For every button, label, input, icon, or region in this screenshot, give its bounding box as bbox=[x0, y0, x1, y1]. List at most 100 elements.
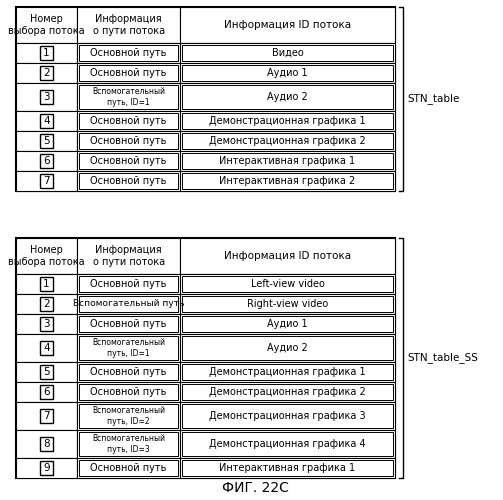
Bar bbox=[182, 432, 393, 456]
Bar bbox=[40, 277, 53, 291]
Text: Основной путь: Основной путь bbox=[91, 156, 167, 166]
Text: Номер
выбора потока: Номер выбора потока bbox=[8, 245, 85, 267]
Text: 4: 4 bbox=[43, 116, 50, 126]
Bar bbox=[180, 131, 395, 151]
Bar bbox=[79, 173, 178, 189]
Bar bbox=[40, 134, 53, 148]
Bar bbox=[16, 43, 77, 63]
Text: Аудио 1: Аудио 1 bbox=[267, 319, 308, 329]
Bar bbox=[16, 7, 77, 43]
Bar bbox=[16, 151, 77, 171]
Text: Демонстрационная графика 4: Демонстрационная графика 4 bbox=[209, 439, 366, 449]
Text: Основной путь: Основной путь bbox=[91, 116, 167, 126]
Bar bbox=[182, 45, 393, 61]
Bar bbox=[77, 171, 180, 191]
Bar bbox=[79, 276, 178, 292]
Bar bbox=[40, 385, 53, 399]
Bar bbox=[79, 364, 178, 380]
Text: 2: 2 bbox=[43, 68, 50, 78]
Bar bbox=[16, 274, 77, 294]
Text: Основной путь: Основной путь bbox=[91, 136, 167, 146]
Bar bbox=[180, 171, 395, 191]
Bar bbox=[79, 65, 178, 81]
Bar bbox=[182, 296, 393, 312]
Text: STN_table_SS: STN_table_SS bbox=[407, 352, 478, 364]
Bar bbox=[16, 314, 77, 334]
Text: Демонстрационная графика 1: Демонстрационная графика 1 bbox=[209, 367, 366, 377]
Bar bbox=[79, 336, 178, 360]
Text: 8: 8 bbox=[43, 439, 50, 449]
Bar bbox=[180, 43, 395, 63]
Text: Информация
о пути потока: Информация о пути потока bbox=[93, 245, 164, 267]
Bar bbox=[180, 430, 395, 458]
Bar bbox=[40, 317, 53, 331]
Text: Интерактивная графика 1: Интерактивная графика 1 bbox=[219, 156, 356, 166]
Bar bbox=[40, 66, 53, 80]
Text: 7: 7 bbox=[43, 411, 50, 421]
Text: Информация ID потока: Информация ID потока bbox=[224, 20, 351, 30]
Bar bbox=[77, 314, 180, 334]
Bar bbox=[79, 316, 178, 332]
Bar bbox=[16, 238, 77, 274]
Text: Вспомогательный путь: Вспомогательный путь bbox=[73, 300, 185, 308]
Bar bbox=[182, 364, 393, 380]
Bar bbox=[16, 334, 77, 362]
Text: Демонстрационная графика 2: Демонстрационная графика 2 bbox=[209, 387, 366, 397]
Text: 4: 4 bbox=[43, 343, 50, 353]
Bar bbox=[79, 113, 178, 129]
Text: Вспомогательный
путь, ID=2: Вспомогательный путь, ID=2 bbox=[92, 406, 165, 426]
Text: Right-view video: Right-view video bbox=[247, 299, 328, 309]
Bar bbox=[180, 111, 395, 131]
Bar bbox=[77, 382, 180, 402]
Bar bbox=[77, 334, 180, 362]
Bar bbox=[180, 7, 395, 43]
Text: 5: 5 bbox=[43, 136, 50, 146]
Text: ФИГ. 22C: ФИГ. 22C bbox=[222, 481, 289, 495]
Bar bbox=[16, 63, 77, 83]
Bar bbox=[40, 341, 53, 355]
Bar bbox=[16, 171, 77, 191]
Bar bbox=[16, 238, 395, 478]
Text: Информация ID потока: Информация ID потока bbox=[224, 251, 351, 261]
Bar bbox=[77, 274, 180, 294]
Bar bbox=[180, 83, 395, 111]
Bar bbox=[40, 365, 53, 379]
Bar bbox=[40, 46, 53, 60]
Text: Вспомогательный
путь, ID=1: Вспомогательный путь, ID=1 bbox=[92, 338, 165, 357]
Text: Основной путь: Основной путь bbox=[91, 48, 167, 58]
Bar bbox=[180, 151, 395, 171]
Text: 6: 6 bbox=[43, 156, 50, 166]
Text: Аудио 1: Аудио 1 bbox=[267, 68, 308, 78]
Bar bbox=[79, 384, 178, 400]
Text: Номер
выбора потока: Номер выбора потока bbox=[8, 14, 85, 36]
Bar bbox=[40, 154, 53, 168]
Bar bbox=[79, 85, 178, 109]
Bar bbox=[182, 65, 393, 81]
Text: Видео: Видео bbox=[272, 48, 303, 58]
Text: Основной путь: Основной путь bbox=[91, 176, 167, 186]
Bar bbox=[79, 153, 178, 169]
Bar bbox=[79, 45, 178, 61]
Bar bbox=[182, 113, 393, 129]
Text: Основной путь: Основной путь bbox=[91, 463, 167, 473]
Bar bbox=[182, 384, 393, 400]
Bar bbox=[77, 238, 180, 274]
Text: Left-view video: Left-view video bbox=[250, 279, 324, 289]
Text: 2: 2 bbox=[43, 299, 50, 309]
Bar bbox=[16, 430, 77, 458]
Bar bbox=[182, 173, 393, 189]
Bar bbox=[77, 294, 180, 314]
Text: Информация
о пути потока: Информация о пути потока bbox=[93, 14, 164, 36]
Text: Основной путь: Основной путь bbox=[91, 387, 167, 397]
Text: Аудио 2: Аудио 2 bbox=[267, 343, 308, 353]
Text: Вспомогательный
путь, ID=1: Вспомогательный путь, ID=1 bbox=[92, 88, 165, 106]
Bar bbox=[180, 314, 395, 334]
Text: 5: 5 bbox=[43, 367, 50, 377]
Bar bbox=[40, 90, 53, 104]
Bar bbox=[16, 294, 77, 314]
Bar bbox=[180, 63, 395, 83]
Text: Интерактивная графика 1: Интерактивная графика 1 bbox=[219, 463, 356, 473]
Text: 3: 3 bbox=[43, 319, 50, 329]
Text: 7: 7 bbox=[43, 176, 50, 186]
Bar bbox=[40, 409, 53, 423]
